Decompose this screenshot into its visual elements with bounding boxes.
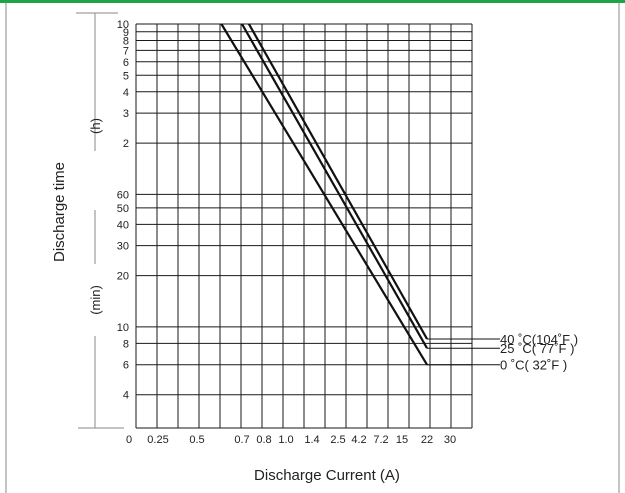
legend: 40 ˚C(104˚F )25 ˚C( 77˚F ) 0 ˚C( 32˚F )	[427, 332, 578, 373]
y-tick-label: 10	[117, 19, 129, 31]
x-tick-label: 0.8	[256, 434, 271, 446]
x-tick-label: 30	[444, 434, 456, 446]
x-tick-label: 2.5	[330, 434, 345, 446]
legend-entry: 0 ˚C( 32˚F )	[500, 358, 567, 373]
y-tick-label: 8	[123, 36, 129, 48]
y-tick-label: 3	[123, 108, 129, 120]
legend-entry: 25 ˚C( 77˚F )	[500, 341, 574, 356]
legend-entry: 40 ˚C(104˚F )	[500, 332, 578, 347]
y-tick-label: 20	[117, 271, 129, 283]
x-tick-label: 15	[396, 434, 408, 446]
x-tick-labels: 0 0.25 0.5 0.7 0.8 1.0 1.4 2.5 4.2 7.2 15 22 30	[126, 434, 456, 446]
x-tick-label: 0.5	[189, 434, 204, 446]
x-axis-label: Discharge Current (A)	[254, 467, 400, 484]
top-accent-bar	[0, 0, 625, 3]
y-tick-label: 2	[123, 138, 129, 150]
x-tick-label: 0.25	[147, 434, 168, 446]
y-tick-label: 7	[123, 45, 129, 57]
y-tick-label: 60	[117, 189, 129, 201]
y-tick-label: 40	[117, 219, 129, 231]
series-lines	[220, 23, 428, 366]
x-tick-label: 7.2	[373, 434, 388, 446]
y-tick-label: 6	[123, 360, 129, 372]
y-tick-label: 9	[123, 27, 129, 39]
y-tick-label: 5	[123, 70, 129, 82]
x-tick-label: 0	[126, 434, 132, 446]
y-tick-label: 4	[123, 87, 129, 99]
y-tick-label: 4	[123, 390, 129, 402]
y-tick-label: 10	[117, 322, 129, 334]
series-line	[247, 23, 428, 340]
series-line	[220, 23, 428, 366]
y-tick-label: 6	[123, 57, 129, 69]
x-tick-label: 22	[421, 434, 433, 446]
series-line	[241, 23, 428, 349]
vertical-gridlines	[135, 24, 473, 428]
y-tick-label: 8	[123, 338, 129, 350]
y-unit-minutes: (min)	[88, 285, 103, 315]
y-unit-hours: (h)	[88, 118, 103, 134]
axis-bracket	[76, 12, 124, 429]
x-tick-label: 1.0	[278, 434, 293, 446]
y-tick-label: 30	[117, 241, 129, 253]
x-tick-label: 4.2	[351, 434, 366, 446]
x-tick-label: 0.7	[234, 434, 249, 446]
y-axis-label: Discharge time	[51, 162, 68, 262]
x-tick-label: 1.4	[304, 434, 319, 446]
y-tick-label: 50	[117, 203, 129, 215]
